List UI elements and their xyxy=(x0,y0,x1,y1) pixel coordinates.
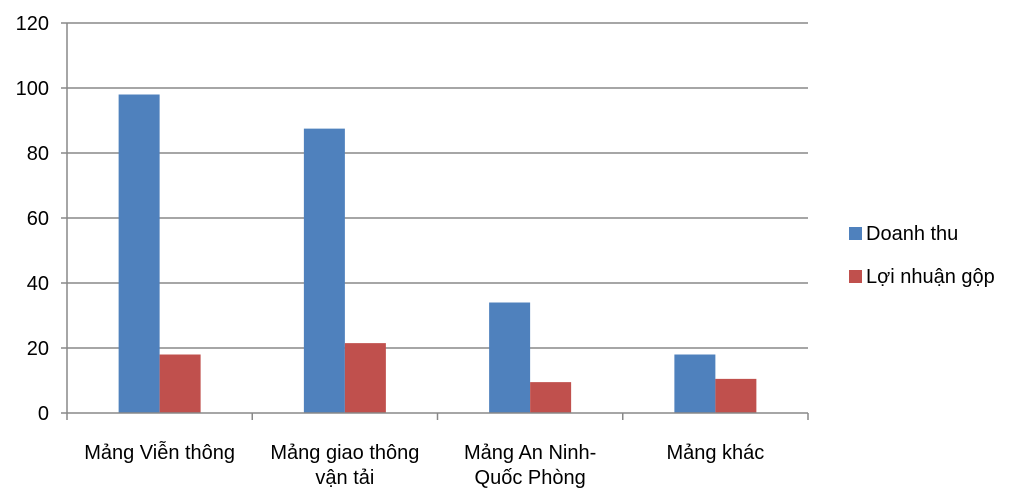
y-tick-label: 120 xyxy=(16,13,49,35)
y-tick-label: 0 xyxy=(38,403,49,425)
legend-label: Doanh thu xyxy=(866,223,958,245)
bar xyxy=(715,378,757,413)
x-axis-tick-marks xyxy=(66,413,809,420)
y-tick-label: 60 xyxy=(27,208,49,230)
x-category-label: Mảng An Ninh- xyxy=(464,442,596,464)
bar xyxy=(530,382,572,413)
y-axis-tick-labels: 0 20 40 60 80 100 120 xyxy=(16,13,67,425)
bar xyxy=(159,354,201,413)
x-category-label: vận tải xyxy=(315,467,374,489)
legend: Doanh thu Lợi nhuận gộp xyxy=(849,223,995,288)
x-axis-category-labels: Mảng Viễn thông Mảng giao thông vận tải Mản… xyxy=(84,441,764,489)
y-tick-label: 20 xyxy=(27,338,49,360)
y-tick-label: 100 xyxy=(16,78,49,100)
bar xyxy=(303,128,345,413)
bar xyxy=(118,94,160,413)
x-category-label: Mảng giao thông xyxy=(270,442,419,464)
gridlines xyxy=(67,22,808,349)
x-category-label: Mảng khác xyxy=(666,442,764,464)
legend-swatch xyxy=(849,227,862,240)
bar xyxy=(674,354,716,413)
legend-label: Lợi nhuận gộp xyxy=(866,266,995,288)
bar xyxy=(344,343,386,413)
bar xyxy=(489,302,531,413)
y-tick-label: 40 xyxy=(27,273,49,295)
legend-swatch xyxy=(849,270,862,283)
y-tick-label: 80 xyxy=(27,143,49,165)
bars xyxy=(118,94,757,413)
x-category-label: Mảng Viễn thông xyxy=(84,441,235,464)
x-category-label: Quốc Phòng xyxy=(475,467,586,489)
